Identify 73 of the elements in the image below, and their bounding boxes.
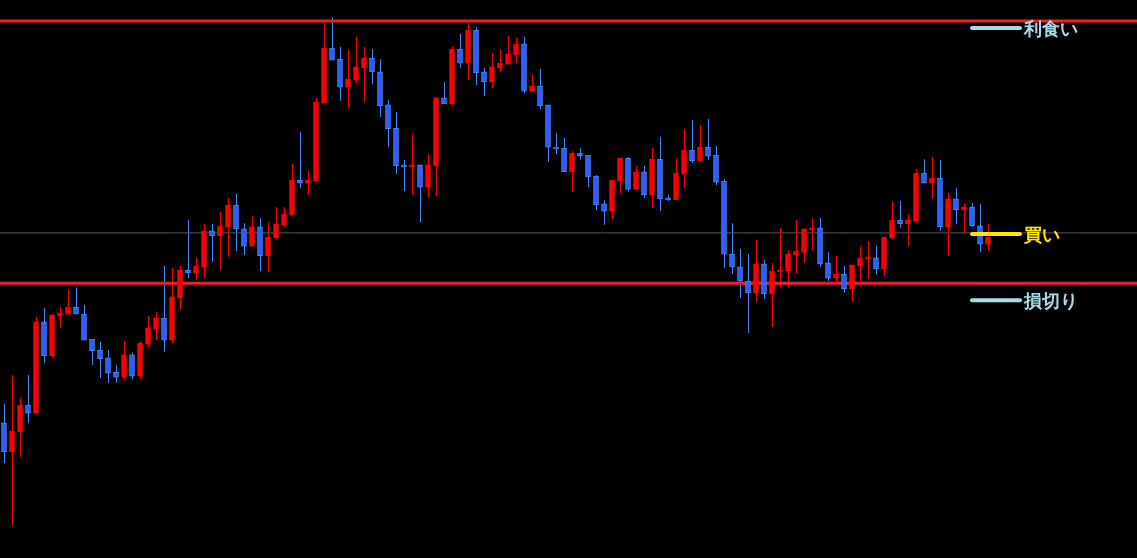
candlestick [793,219,799,274]
candlestick [25,374,31,424]
candlestick [585,154,591,188]
candlestick [537,68,543,110]
candlestick [65,289,71,316]
candlestick [249,215,255,247]
candlestick [233,193,239,252]
candlestick [953,187,959,225]
candlestick [985,223,991,252]
candlestick [161,265,167,353]
candlestick [513,37,519,64]
candlestick [617,157,623,195]
candlestick [857,245,863,282]
candlestick [217,211,223,271]
candlestick [441,81,447,105]
candlestick [849,264,855,302]
candlestick [241,222,247,256]
candlestick [401,159,407,192]
candlestick [89,338,95,366]
candlestick [769,262,775,328]
ref-line-label: 損切り [1023,289,1078,311]
candlestick [121,340,127,380]
candlestick [97,341,103,379]
candlestick [729,222,735,275]
candlestick [489,52,495,89]
candlestick [601,199,607,226]
candlestick [409,133,415,196]
candlestick [9,374,15,526]
candlestick [481,67,487,97]
candlestick [865,240,871,280]
candlestick [889,200,895,240]
candlestick [641,165,647,199]
candlestick [969,202,975,228]
candlestick [689,119,695,164]
candlestick [369,48,375,85]
ref-line-label: 買い [1023,223,1060,245]
candlestick [745,253,751,334]
candlestick [841,265,847,294]
ref-line-label: 利食い [1023,17,1078,39]
candlestick [329,16,335,61]
candlestick [129,352,135,380]
candlestick [73,286,79,315]
candlestick [697,124,703,162]
candlestick [497,49,503,73]
candlestick [273,206,279,240]
candlestick [825,251,831,282]
candlestick [145,315,151,348]
candlestick [873,245,879,275]
candlestick [801,228,807,264]
candlestick [353,36,359,84]
candlestick [153,311,159,341]
candlestick [225,197,231,258]
candlestick [681,128,687,189]
candlestick [785,249,791,289]
candlestick [105,349,111,384]
candlestick [265,221,271,273]
candlestick [705,118,711,161]
candlestick [57,306,63,329]
candlestick [897,200,903,229]
candlestick [569,150,575,193]
candlestick [193,257,199,281]
candlestick [505,35,511,65]
candlestick [457,33,463,69]
candlestick [361,46,367,103]
candlestick [281,206,287,228]
candlestick [561,137,567,173]
candlestick [345,49,351,109]
candlestick [385,99,391,148]
candlestick [425,153,431,198]
candlestick [737,248,743,299]
candlestick [905,213,911,247]
candlestick [809,217,815,251]
candlestick [417,164,423,223]
